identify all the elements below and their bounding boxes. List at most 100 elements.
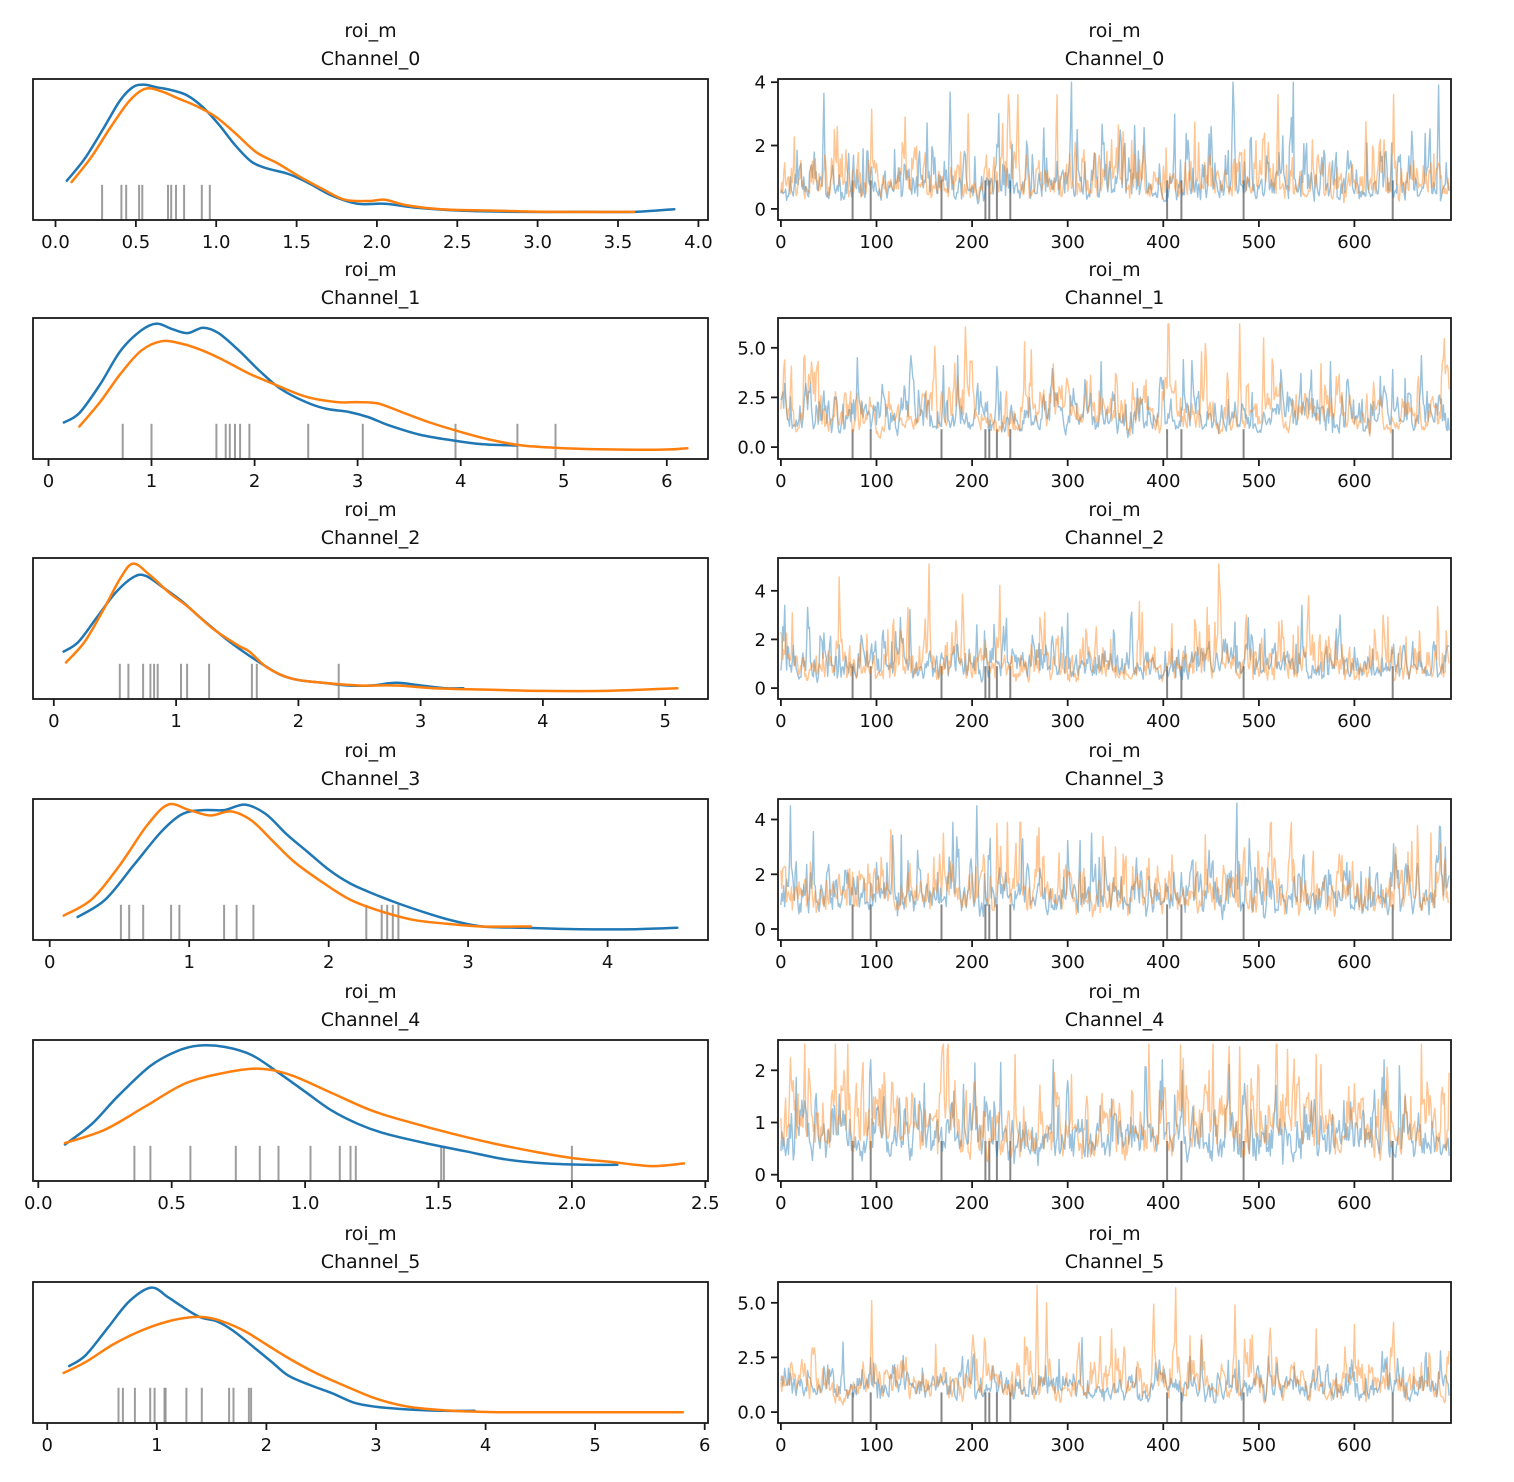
x-tick-label: 1 (183, 952, 194, 973)
x-tick-label: 4 (537, 711, 548, 732)
x-tick-label: 500 (1242, 1435, 1276, 1456)
x-tick-label: 2.0 (363, 232, 392, 253)
x-tick-label: 100 (859, 232, 893, 253)
x-tick-label: 3.0 (523, 232, 552, 253)
x-tick-label: 0.0 (41, 232, 70, 253)
timeseries-line-group_b (780, 1043, 1450, 1163)
kde-curve-group_a (63, 1044, 619, 1167)
axes-box (777, 317, 1452, 460)
x-tick-label: 400 (1146, 1435, 1180, 1456)
rug-marks (101, 184, 211, 220)
plot-title-line2: Channel_3 (321, 768, 421, 790)
rug-marks (117, 1387, 253, 1423)
event-lines (851, 666, 1394, 699)
x-tick-label: 400 (1146, 952, 1180, 973)
x-tick-label: 600 (1337, 232, 1371, 253)
plot-title-line1: roi_m (344, 1223, 396, 1245)
x-tick-label: 100 (859, 1193, 893, 1214)
x-tick-label: 1 (170, 711, 181, 732)
timeseries-line-group_b (780, 1284, 1450, 1406)
timeseries-line-group_a (780, 1059, 1450, 1167)
kde-plot-channel_0: 0.0 0.5 1.0 1.5 2.0 2.5 3.0 3.5 4.0 roi_m Channel_… (32, 20, 713, 253)
x-tick-label: 3 (415, 711, 426, 732)
x-tick-label: 600 (1337, 1435, 1371, 1456)
plot-title-line1: roi_m (344, 981, 396, 1003)
rug-marks (118, 663, 340, 699)
x-tick-label: 200 (955, 1435, 989, 1456)
x-tick-label: 400 (1146, 711, 1180, 732)
plot-title-line1: roi_m (1088, 259, 1140, 281)
plot-title-line2: Channel_4 (321, 1009, 421, 1031)
x-tick-label: 400 (1146, 1193, 1180, 1214)
kde-plot-channel_4: 0.0 0.5 1.0 1.5 2.0 2.5 roi_m Channel_4 (24, 981, 720, 1214)
x-tick-label: 200 (955, 952, 989, 973)
plot-title-line1: roi_m (1088, 499, 1140, 521)
y-tick-label: 1 (755, 1113, 766, 1134)
x-tick-label: 0.5 (122, 232, 151, 253)
kde-plot-channel_3: 0 1 2 3 4 roi_m Channel_3 (32, 740, 709, 973)
x-tick-label: 400 (1146, 471, 1180, 492)
x-tick-label: 2.5 (691, 1193, 720, 1214)
event-lines (851, 429, 1394, 459)
x-tick-label: 5 (659, 711, 670, 732)
y-tick-label: 0 (755, 920, 766, 941)
x-tick-label: 300 (1051, 952, 1085, 973)
x-tick-label: 2.5 (443, 232, 472, 253)
plot-title-line2: Channel_5 (1065, 1251, 1165, 1273)
rug-marks (133, 1145, 573, 1181)
event-lines (851, 180, 1394, 220)
axes-box (32, 557, 709, 700)
x-tick-label: 200 (955, 471, 989, 492)
x-tick-label: 2.0 (558, 1193, 587, 1214)
x-tick-label: 2 (261, 1435, 272, 1456)
x-tick-label: 4 (602, 952, 613, 973)
x-tick-label: 500 (1242, 711, 1276, 732)
axes-box (32, 798, 709, 941)
x-tick-label: 200 (955, 232, 989, 253)
timeseries-line-group_a (780, 355, 1450, 439)
x-tick-label: 4 (480, 1435, 491, 1456)
x-tick-label: 1.5 (282, 232, 311, 253)
event-lines (851, 904, 1394, 940)
x-tick-label: 0 (775, 1435, 786, 1456)
kde-curve-group_b (62, 802, 533, 928)
kde-curve-group_b (62, 1315, 685, 1414)
y-tick-label: 4 (755, 810, 766, 831)
x-tick-label: 0 (41, 1435, 52, 1456)
axes-box (32, 1039, 709, 1182)
x-tick-label: 300 (1051, 1435, 1085, 1456)
y-tick-label: 2 (755, 865, 766, 886)
x-tick-label: 500 (1242, 232, 1276, 253)
x-tick-label: 200 (955, 711, 989, 732)
x-tick-label: 0.0 (24, 1193, 53, 1214)
x-tick-label: 5 (558, 471, 569, 492)
plot-title-line2: Channel_1 (321, 287, 421, 309)
plot-title-line2: Channel_3 (1065, 768, 1165, 790)
y-tick-label: 0.0 (737, 1403, 766, 1424)
axes-box (777, 1039, 1452, 1182)
plot-title-line1: roi_m (344, 20, 396, 42)
event-lines (851, 1392, 1394, 1423)
kde-curve-group_b (70, 86, 636, 214)
x-tick-label: 400 (1146, 232, 1180, 253)
x-tick-label: 0 (43, 471, 54, 492)
axes-box (777, 78, 1452, 221)
timeseries-plot-channel_4: 0 100 200 300 400 500 600 0 1 2 roi_m Channel_4 (755, 981, 1452, 1214)
x-tick-label: 0 (775, 1193, 786, 1214)
axes-box (777, 798, 1452, 941)
plot-title-line2: Channel_0 (321, 48, 421, 70)
plot-title-line1: roi_m (1088, 1223, 1140, 1245)
timeseries-plot-channel_3: 0 100 200 300 400 500 600 0 2 4 roi_m Channel_3 (755, 740, 1452, 973)
x-tick-label: 0 (775, 232, 786, 253)
timeseries-line-group_b (780, 821, 1450, 918)
timeseries-plot-channel_0: 0 100 200 300 400 500 600 0 2 4 roi_m Channel_0 (755, 20, 1452, 253)
axes-box (32, 1281, 709, 1424)
timeseries-line-group_a (780, 81, 1450, 205)
timeseries-line-group_b (780, 94, 1450, 204)
axes-box (777, 1281, 1452, 1424)
plot-title-line1: roi_m (1088, 740, 1140, 762)
axes-box (32, 78, 709, 221)
x-tick-label: 500 (1242, 1193, 1276, 1214)
y-tick-label: 5.0 (737, 1293, 766, 1314)
